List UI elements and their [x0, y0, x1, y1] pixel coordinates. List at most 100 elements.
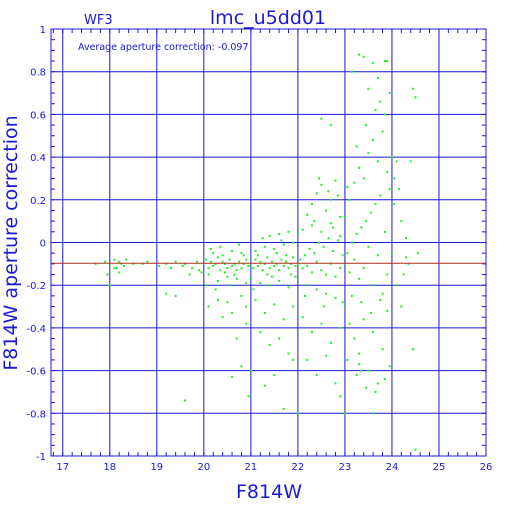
y-tick-label: -1 — [36, 452, 46, 463]
data-point — [325, 209, 328, 212]
data-point — [327, 237, 330, 240]
data-point — [214, 262, 217, 265]
data-point — [263, 262, 266, 265]
data-point — [334, 297, 337, 300]
data-point — [379, 100, 382, 103]
data-point — [311, 224, 313, 227]
data-point — [122, 264, 125, 267]
data-point — [339, 395, 342, 398]
data-point — [393, 177, 396, 180]
data-point — [245, 305, 248, 308]
data-point — [221, 260, 224, 263]
data-point — [169, 267, 172, 270]
data-point — [228, 258, 231, 261]
data-point — [301, 316, 304, 319]
data-point — [346, 252, 349, 255]
data-point — [400, 305, 403, 308]
data-point — [353, 337, 356, 340]
data-point — [332, 226, 335, 229]
y-tick-label: 1 — [40, 25, 46, 36]
data-point — [240, 267, 243, 270]
data-point — [311, 271, 313, 274]
data-point — [282, 318, 285, 321]
data-point — [275, 252, 278, 255]
data-point — [329, 198, 332, 201]
x-tick-label: 21 — [244, 462, 257, 473]
data-point — [416, 252, 419, 255]
data-point — [315, 373, 318, 376]
data-point — [198, 269, 201, 272]
data-point — [367, 245, 370, 248]
data-point — [174, 294, 177, 297]
data-point — [273, 264, 276, 267]
data-point — [320, 230, 323, 233]
data-point — [346, 185, 349, 188]
data-point — [386, 309, 389, 312]
data-point — [219, 269, 222, 272]
data-point — [195, 260, 198, 263]
data-point — [313, 252, 316, 255]
data-point — [414, 96, 417, 99]
data-point — [287, 267, 290, 270]
data-point — [268, 343, 271, 346]
data-point — [301, 267, 304, 270]
data-point — [263, 384, 266, 387]
data-point — [296, 232, 299, 235]
data-point — [106, 273, 109, 276]
data-point — [350, 241, 353, 244]
data-point — [308, 247, 311, 250]
data-point — [282, 243, 285, 246]
data-point — [374, 203, 377, 206]
data-point — [235, 269, 238, 272]
data-point — [271, 260, 274, 263]
data-point — [320, 322, 323, 325]
data-point — [343, 305, 346, 308]
y-tick-label: 0.4 — [30, 153, 46, 164]
data-point — [261, 237, 264, 240]
data-point — [226, 267, 229, 270]
data-point — [386, 171, 389, 174]
data-point — [252, 267, 255, 270]
data-point — [174, 260, 177, 263]
data-point — [285, 260, 288, 263]
data-point — [224, 262, 226, 265]
data-point — [332, 250, 335, 253]
data-point — [376, 160, 379, 163]
data-point — [405, 237, 408, 240]
data-point — [343, 262, 346, 265]
data-point — [289, 273, 292, 276]
data-point — [113, 267, 116, 270]
data-points — [94, 53, 419, 451]
data-point — [306, 284, 309, 287]
data-point — [339, 267, 342, 270]
data-point — [365, 386, 368, 389]
data-point — [353, 181, 356, 184]
data-point — [205, 258, 208, 261]
data-point — [325, 292, 328, 295]
x-tick-label: 18 — [103, 462, 116, 473]
data-point — [259, 282, 262, 285]
data-point — [118, 271, 121, 274]
data-point — [383, 60, 386, 63]
data-point — [184, 262, 187, 265]
x-tick-label: 22 — [292, 462, 305, 473]
data-point — [355, 232, 358, 235]
data-point — [372, 62, 375, 65]
data-point — [383, 378, 386, 381]
data-point — [191, 267, 194, 270]
data-point — [315, 260, 318, 263]
data-point — [207, 305, 210, 308]
data-point — [240, 252, 243, 255]
data-point — [231, 250, 234, 253]
data-point — [405, 256, 408, 259]
data-point — [209, 260, 212, 263]
data-point — [245, 282, 248, 285]
data-point — [233, 273, 236, 276]
data-point — [388, 92, 391, 95]
data-point — [350, 294, 353, 297]
data-point — [315, 192, 318, 195]
data-point — [339, 215, 342, 218]
data-point — [381, 130, 384, 133]
data-point — [247, 264, 250, 267]
